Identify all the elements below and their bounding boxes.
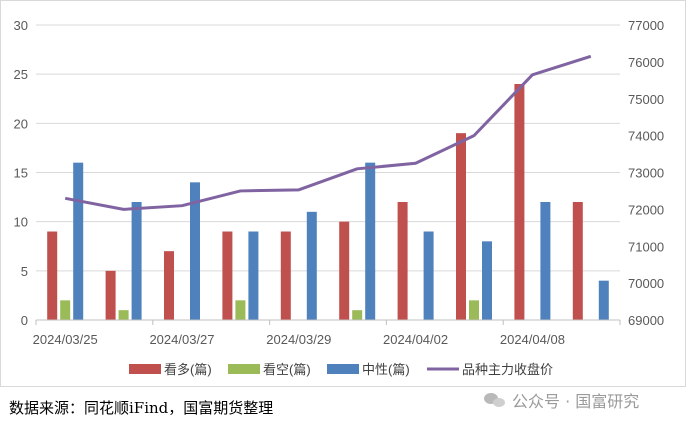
bar-0: [222, 231, 233, 320]
x-tick-label: 2024/04/08: [500, 332, 565, 347]
bar-2: [482, 241, 492, 320]
bar-0: [572, 202, 583, 320]
legend-label: 品种主力收盘价: [462, 362, 553, 377]
legend: 看多(篇) 看空(篇) 中性(篇) 品种主力收盘价: [129, 362, 553, 377]
x-tick-label: 2024/04/02: [383, 332, 448, 347]
bar-0: [456, 133, 466, 320]
y-right-tick-label: 73000: [628, 166, 664, 181]
axes: 0 5 10 15 20 25 30 69000 70000 71000 72000 73000 740…: [14, 18, 665, 347]
bar-2: [190, 182, 200, 320]
bar-0: [164, 251, 174, 320]
legend-label: 看空(篇): [263, 362, 311, 377]
bar-2: [73, 162, 84, 320]
bar-0: [397, 202, 408, 320]
watermark: 公众号 · 国富研究: [484, 388, 639, 412]
bar-2: [306, 211, 317, 320]
bar-1: [118, 310, 129, 320]
bar-0: [47, 231, 58, 320]
y-left-tick-label: 0: [21, 313, 28, 328]
y-right-tick-label: 74000: [628, 129, 664, 144]
y-left-tick-label: 5: [21, 264, 28, 279]
watermark-text: 公众号 · 国富研究: [512, 392, 640, 411]
bar-0: [105, 270, 116, 320]
y-right-tick-label: 75000: [628, 92, 664, 107]
x-tick-label: 2024/03/29: [266, 332, 331, 347]
bar-1: [235, 300, 246, 320]
wechat-icon: [484, 392, 506, 408]
y-right-tick-label: 72000: [628, 202, 664, 217]
legend-label: 中性(篇): [362, 362, 410, 377]
bar-2: [248, 231, 259, 320]
bar-0: [514, 84, 525, 320]
legend-swatch: [129, 364, 161, 374]
x-tick-label: 2024/03/25: [33, 332, 98, 347]
bar-0: [339, 221, 350, 320]
bar-1: [469, 300, 479, 320]
price-line-path: [64, 54, 592, 211]
bar-2: [423, 231, 434, 320]
y-left-tick-label: 10: [14, 215, 28, 230]
y-right-tick-label: 70000: [628, 276, 664, 291]
legend-swatch: [228, 364, 260, 374]
y-right-tick-label: 71000: [628, 239, 664, 254]
bar-1: [60, 300, 71, 320]
y-left-tick-label: 30: [14, 18, 28, 33]
y-left-tick-label: 20: [14, 116, 28, 131]
source-note: 数据来源：同花顺iFind，国富期货整理: [9, 399, 274, 417]
bar-2: [540, 202, 551, 320]
bar-2: [365, 162, 376, 320]
bars: [47, 84, 609, 320]
x-tick-label: 2024/03/27: [149, 332, 214, 347]
legend-swatch: [327, 364, 359, 374]
bar-0: [280, 231, 291, 320]
legend-label: 看多(篇): [164, 362, 212, 377]
bar-1: [352, 310, 363, 320]
y-left-tick-label: 25: [14, 67, 28, 82]
y-left-tick-label: 15: [14, 166, 28, 181]
chart-border: [0, 0, 686, 387]
bar-2: [131, 202, 142, 320]
y-right-tick-label: 77000: [628, 18, 664, 33]
price-line: [64, 54, 592, 211]
y-right-tick-label: 69000: [628, 313, 664, 328]
bar-2: [598, 280, 609, 320]
y-right-tick-label: 76000: [628, 55, 664, 70]
